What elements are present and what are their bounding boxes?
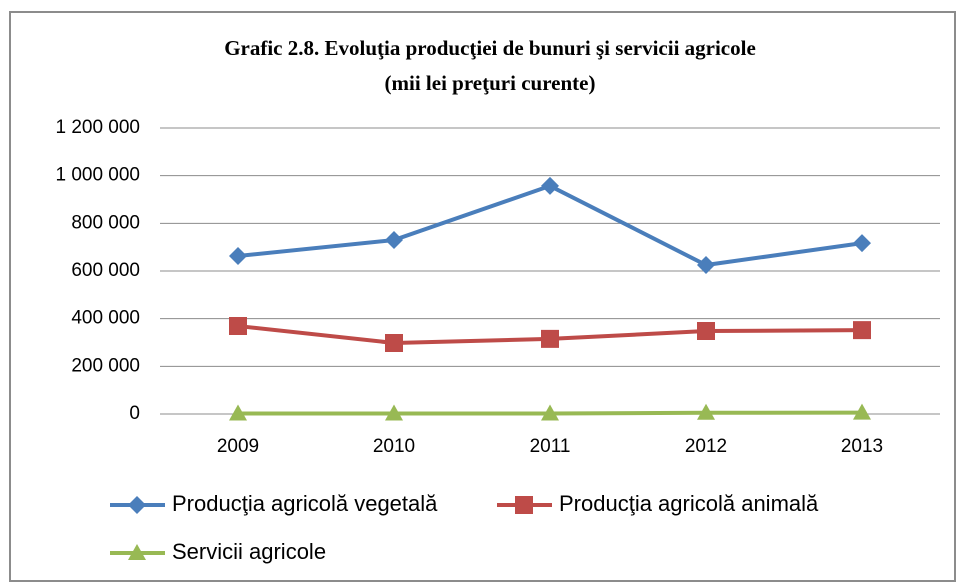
x-tick-label: 2013 [841, 436, 883, 457]
data-point [853, 234, 871, 253]
y-tick-label: 200 000 [71, 355, 140, 376]
data-point [853, 403, 871, 420]
legend-marker [128, 544, 146, 560]
data-point [541, 329, 559, 348]
y-tick-label: 1 200 000 [55, 117, 140, 138]
x-tick-label: 2011 [530, 436, 571, 457]
data-point [229, 317, 247, 336]
legend-label: Producţia agricolă animală [559, 491, 819, 516]
chart-subtitle: (mii lei preţuri curente) [385, 71, 596, 95]
data-point [385, 333, 403, 352]
x-tick-label: 2012 [685, 436, 727, 457]
legend-label: Servicii agricole [172, 539, 326, 564]
legend-label: Producţia agricolă vegetală [172, 491, 438, 516]
data-point [229, 404, 247, 421]
data-point [385, 231, 403, 250]
y-tick-label: 800 000 [71, 212, 140, 233]
data-point [541, 404, 559, 421]
legend-marker [515, 496, 533, 514]
x-tick-label: 2010 [373, 436, 415, 457]
data-point [229, 246, 247, 265]
data-point [853, 321, 871, 340]
chart-title: Grafic 2.8. Evoluţia producţiei de bunur… [224, 36, 756, 60]
data-point [385, 404, 403, 421]
legend-marker [128, 496, 146, 514]
data-point [697, 403, 715, 420]
y-tick-label: 1 000 000 [55, 165, 140, 186]
chart-frame [9, 11, 956, 582]
data-point [541, 176, 559, 195]
y-tick-label: 600 000 [71, 260, 140, 281]
y-tick-label: 400 000 [71, 308, 140, 329]
x-tick-label: 2009 [217, 436, 259, 457]
data-point [697, 322, 715, 341]
y-tick-label: 0 [129, 403, 140, 424]
data-point [697, 256, 715, 275]
